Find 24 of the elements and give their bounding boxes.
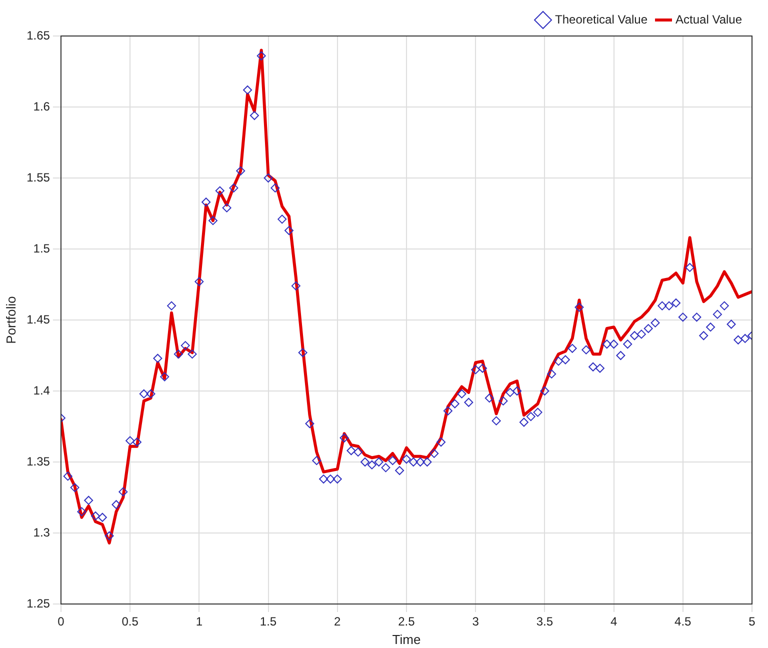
x-axis-title: Time bbox=[392, 632, 421, 647]
y-tick-label: 1.3 bbox=[33, 525, 50, 540]
y-tick-label: 1.5 bbox=[33, 241, 50, 256]
y-tick-label: 1.6 bbox=[33, 99, 50, 114]
x-tick-label: 3.5 bbox=[536, 614, 554, 629]
y-tick-label: 1.45 bbox=[26, 312, 50, 326]
x-tick-label: 2.5 bbox=[398, 614, 416, 629]
y-tick-label: 1.35 bbox=[26, 454, 50, 468]
x-tick-label: 1.5 bbox=[260, 614, 277, 629]
y-axis-title: Portfolio bbox=[3, 296, 18, 344]
x-tick-label: 3 bbox=[472, 614, 480, 629]
y-tick-label: 1.25 bbox=[26, 596, 50, 610]
x-tick-label: 4.5 bbox=[674, 614, 692, 629]
y-tick-label: 1.65 bbox=[26, 28, 50, 42]
y-tick-label: 1.55 bbox=[26, 170, 50, 184]
x-tick-label: 0 bbox=[58, 614, 65, 629]
legend-label: Actual Value bbox=[676, 12, 742, 26]
x-tick-label: 2 bbox=[334, 614, 342, 629]
x-tick-label: 4 bbox=[610, 614, 618, 629]
y-tick-label: 1.4 bbox=[33, 383, 50, 398]
legend-label: Theoretical Value bbox=[555, 12, 648, 26]
x-tick-label: 0.5 bbox=[122, 614, 139, 629]
x-tick-label: 1 bbox=[196, 614, 203, 629]
x-tick-label: 5 bbox=[748, 614, 756, 629]
